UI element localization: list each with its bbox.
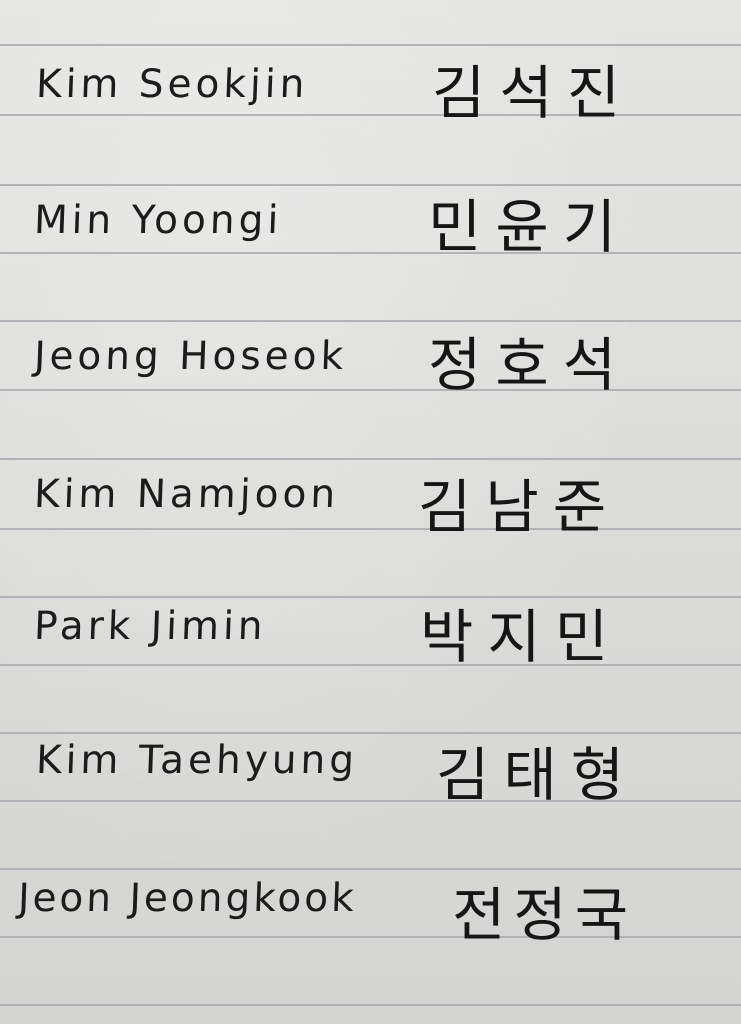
korean-name: 민윤기 bbox=[428, 193, 631, 261]
romanized-name: Jeong Hoseok bbox=[33, 334, 348, 379]
ruled-line bbox=[0, 114, 741, 116]
name-row: Kim Namjoon 김남준 bbox=[0, 460, 741, 541]
korean-name: 박지민 bbox=[420, 603, 623, 671]
ruled-line bbox=[0, 936, 741, 938]
name-row: Jeong Hoseok 정호석 bbox=[0, 322, 741, 399]
romanized-name: Park Jimin bbox=[33, 604, 268, 649]
ruled-line bbox=[0, 664, 741, 666]
ruled-line bbox=[0, 596, 741, 598]
romanized-name: Min Yoongi bbox=[33, 198, 284, 243]
ruled-line bbox=[0, 528, 741, 530]
name-row: Kim Taehyung 김태형 bbox=[0, 734, 741, 809]
romanized-name: Kim Taehyung bbox=[35, 738, 359, 783]
ruled-line bbox=[0, 868, 741, 870]
romanized-name: Kim Namjoon bbox=[33, 472, 340, 517]
name-row: Park Jimin 박지민 bbox=[0, 598, 741, 671]
korean-name: 김석진 bbox=[432, 59, 635, 127]
korean-name: 김태형 bbox=[436, 741, 639, 809]
romanized-name: Kim Seokjin bbox=[35, 62, 310, 107]
korean-name: 정호석 bbox=[428, 331, 631, 399]
ruled-line bbox=[0, 389, 741, 391]
name-row: Min Yoongi 민윤기 bbox=[0, 186, 741, 261]
ruled-line bbox=[0, 320, 741, 322]
ruled-line bbox=[0, 732, 741, 734]
ruled-line bbox=[0, 800, 741, 802]
ruled-line bbox=[0, 458, 741, 460]
ruled-line bbox=[0, 44, 741, 46]
ruled-line bbox=[0, 1004, 741, 1006]
korean-name: 전정국 bbox=[452, 881, 637, 949]
romanized-name: Jeon Jeongkook bbox=[17, 876, 358, 921]
ruled-line bbox=[0, 184, 741, 186]
name-row: Jeon Jeongkook 전정국 bbox=[0, 870, 741, 949]
korean-name: 김남준 bbox=[418, 473, 621, 541]
name-row: Kim Seokjin 김석진 bbox=[0, 48, 741, 127]
ruled-line bbox=[0, 252, 741, 254]
